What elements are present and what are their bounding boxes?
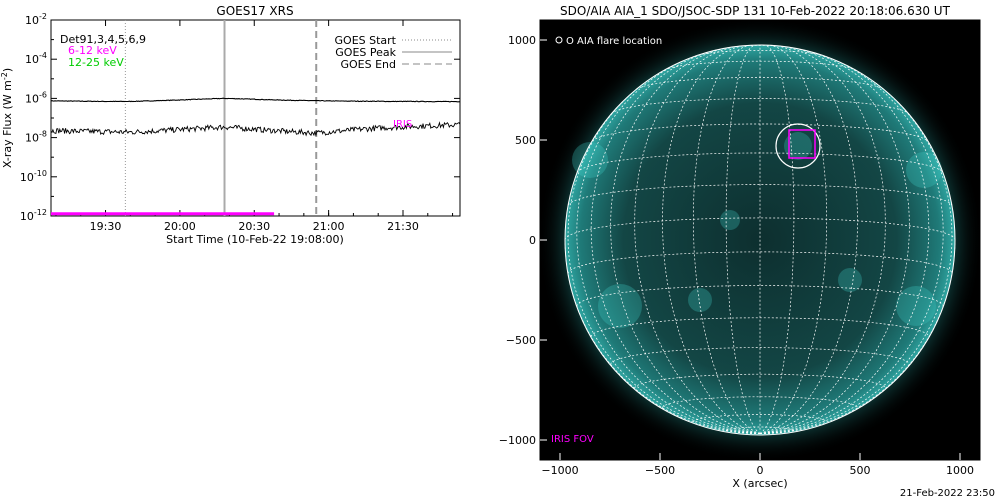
bright-regions [572, 132, 942, 328]
goes-y-tick-base: 10 [25, 14, 39, 27]
active-region-glow [784, 132, 812, 160]
goes-y-tick-base: 10 [20, 171, 34, 184]
goes-legend-label: GOES Start [335, 34, 397, 47]
grid-longitude-line [634, 45, 761, 435]
grid-longitude-line [759, 80, 953, 435]
aia-x-tick-label: 0 [757, 464, 764, 477]
aia-y-tick-label: −500 [506, 334, 536, 347]
goes-y-tick-exp: -2 [39, 12, 47, 21]
active-region-glow [720, 210, 740, 230]
goes-x-tick-label: 21:30 [387, 220, 419, 233]
iris-fov-box [788, 129, 816, 159]
goes-chart-title: GOES17 XRS [216, 4, 293, 18]
grid-longitude-line [725, 44, 761, 434]
aia-x-axis-label: X (arcsec) [732, 477, 787, 490]
grid-latitude-line [692, 414, 828, 423]
grid-latitude-line [610, 347, 910, 365]
goes-y-tick-label: 10-8 [25, 130, 47, 145]
grid-longitude-line [759, 44, 795, 434]
grid-longitude-line [692, 45, 761, 435]
aia-y-tick-label: 500 [515, 134, 536, 147]
aia-y-tick-label: 1000 [508, 34, 536, 47]
goes-series-line [50, 121, 461, 137]
goes-y-axis-label-tail: ) [1, 68, 14, 72]
grid-longitude-line [759, 47, 910, 435]
band-low-label: 6-12 keV [68, 44, 117, 57]
goes-y-tick-exp: -10 [34, 169, 47, 178]
goes-x-tick-label: 20:30 [238, 220, 270, 233]
aia-x-tick-label: −500 [645, 464, 675, 477]
goes-y-tick-exp: -4 [39, 51, 47, 60]
aia-image-content [540, 20, 980, 460]
legend-circle-icon [555, 36, 563, 44]
goes-y-tick-base: 10 [20, 210, 34, 223]
active-region-glow [838, 268, 862, 292]
grid-longitude-line [662, 45, 761, 435]
goes-y-axis-label-sup: -2 [0, 72, 9, 80]
grid-latitude-line [634, 373, 886, 389]
aia-chart-title: SDO/AIA AIA_1 SDO/JSOC-SDP 131 10-Feb-20… [560, 4, 951, 18]
goes-series-group [50, 97, 461, 137]
goes-x-axis-label: Start Time (10-Feb-22 19:08:00) [166, 233, 344, 246]
goes-y-tick-base: 10 [25, 132, 39, 145]
aia-x-axis: −1000 −500 0 500 1000 [541, 453, 974, 477]
solar-limb [564, 44, 956, 436]
active-region-glow [896, 286, 936, 326]
goes-y-tick-base: 10 [25, 92, 39, 105]
grid-latitude-line [564, 217, 956, 241]
goes-y-tick-exp: -6 [39, 90, 47, 99]
goes-series-line [50, 97, 461, 103]
timestamp-label: 21-Feb-2022 23:50 [900, 488, 995, 499]
grid-longitude-line [576, 56, 761, 435]
aia-x-tick-label: 1000 [946, 464, 974, 477]
grid-longitude-line [590, 49, 761, 435]
grid-longitude-line [759, 49, 930, 435]
goes-y-tick-exp: -8 [39, 130, 47, 139]
goes-y-tick-exp: -12 [34, 208, 47, 217]
flare-location-marker [775, 123, 821, 169]
goes-x-tick-label: 20:00 [164, 220, 196, 233]
aia-x-tick-label: −1000 [541, 464, 578, 477]
goes-y-axis-label-main: X-ray Flux (W m [1, 80, 14, 168]
aia-image-chart: SDO/AIA AIA_1 SDO/JSOC-SDP 131 10-Feb-20… [499, 4, 995, 499]
goes-legend-label: GOES Peak [335, 46, 396, 59]
goes-y-tick-base: 10 [25, 53, 39, 66]
goes-y-tick-label: 10-2 [25, 12, 47, 27]
goes-legend-label: GOES End [340, 58, 396, 71]
grid-longitude-line [610, 47, 761, 435]
goes-y-tick-label: 10-12 [20, 208, 47, 223]
grid-longitude-line [759, 45, 858, 435]
goes-x-tick-label: 21:00 [313, 220, 345, 233]
aia-y-tick-label: −1000 [499, 434, 536, 447]
grid-longitude-line [759, 45, 886, 435]
goes-x-tick-label: 19:30 [90, 220, 122, 233]
grid-longitude-line [759, 239, 956, 435]
aia-y-axis: 1000 500 0 −500 −1000 [499, 34, 547, 447]
iris-marker-label: IRIS [393, 119, 412, 130]
goes-event-lines [124, 20, 318, 216]
aia-y-tick-label: 0 [529, 234, 536, 247]
goes-y-tick-label: 10-4 [25, 51, 47, 66]
iris-fov-label: IRIS FOV [551, 434, 594, 445]
grid-longitude-line [567, 80, 761, 435]
flare-legend-text: O AIA flare location [566, 36, 662, 47]
active-region-glow [688, 288, 712, 312]
active-region-glow [906, 152, 942, 188]
grid-latitude-line [567, 184, 953, 206]
grid-longitude-line [759, 45, 828, 435]
grid-latitude-line [662, 396, 858, 408]
goes-y-axis-label: X-ray Flux (W m-2) [0, 68, 14, 168]
goes-y-tick-label: 10-10 [20, 169, 47, 184]
grid-longitude-line [564, 239, 761, 435]
goes-y-tick-label: 10-6 [25, 90, 47, 105]
band-high-label: 12-25 keV [68, 56, 124, 69]
detector-label: Det91,3,4,5,6,9 [60, 33, 146, 46]
goes-x-axis: 19:30 20:00 20:30 21:00 21:30 [55, 20, 454, 233]
grid-longitude-line [759, 56, 944, 435]
aia-x-tick-label: 500 [850, 464, 871, 477]
